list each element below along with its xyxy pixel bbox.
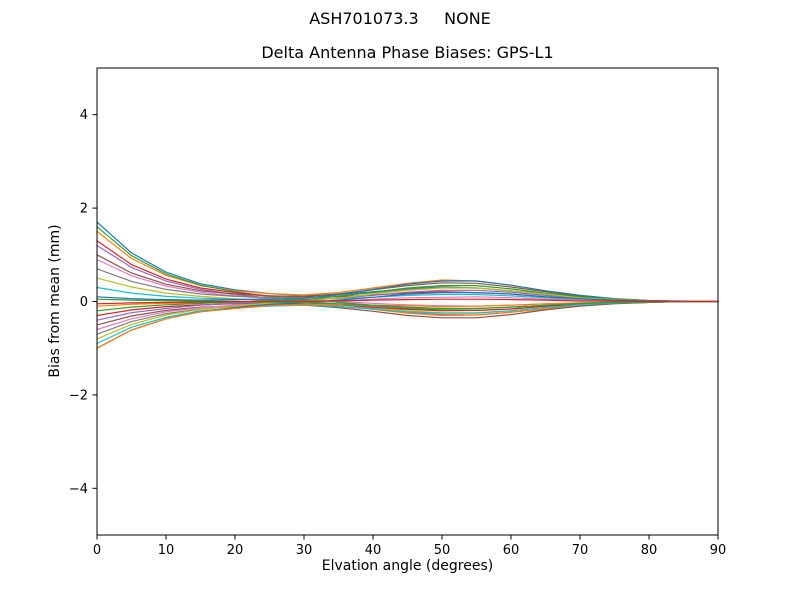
x-axis-label: Elvation angle (degrees)	[321, 558, 494, 574]
figure-title: ASH701073.3 NONE	[309, 9, 491, 28]
x-tick-label: 0	[93, 543, 101, 558]
x-tick-label: 30	[296, 543, 313, 558]
x-tick-label: 40	[365, 543, 382, 558]
series-line	[96, 298, 719, 305]
x-tick-label: 10	[158, 543, 175, 558]
x-tick-label: 90	[710, 543, 727, 558]
x-tick-label: 60	[503, 543, 520, 558]
y-tick-label: 0	[80, 295, 88, 310]
y-axis-label: Bias from mean (mm)	[47, 224, 63, 378]
series-line	[96, 298, 719, 310]
y-tick-label: 2	[80, 202, 88, 217]
x-tick-label: 70	[572, 543, 589, 558]
axes-title: Delta Antenna Phase Biases: GPS-L1	[261, 43, 554, 62]
y-tick-label: 4	[80, 108, 88, 123]
x-tick-label: 80	[641, 543, 658, 558]
series-line	[96, 280, 719, 303]
y-tick-label: −2	[69, 388, 88, 403]
x-tick-label: 50	[434, 543, 451, 558]
y-tick-label: −4	[69, 482, 88, 497]
x-tick-label: 20	[227, 543, 244, 558]
series-line	[96, 230, 719, 303]
